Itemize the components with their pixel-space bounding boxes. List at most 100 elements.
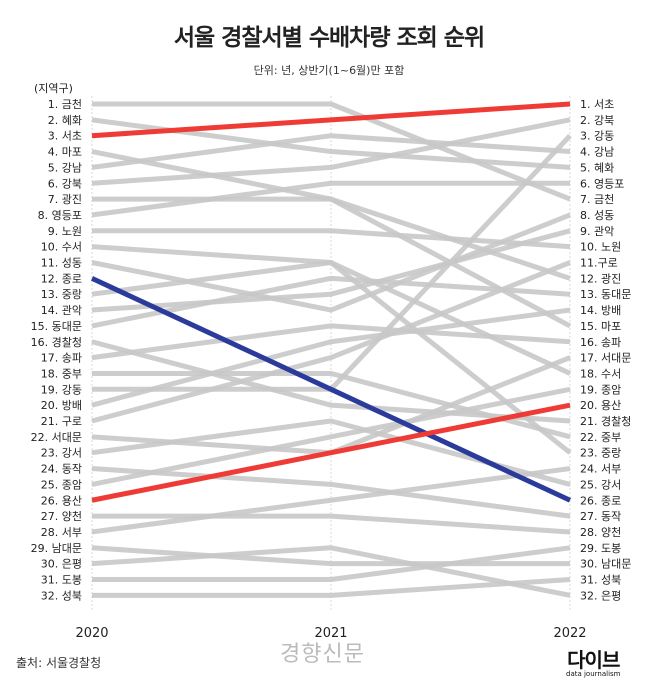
series-line-송파: [91, 323, 571, 361]
right-label: 28. 양천: [580, 525, 621, 539]
right-label: 32. 은평: [580, 589, 621, 602]
right-label: 8. 성동: [580, 209, 614, 222]
right-label: 9. 관악: [580, 225, 614, 238]
series-line-강남: [91, 133, 571, 170]
left-label: 8. 영등포: [38, 209, 82, 222]
left-label: 15. 동대문: [31, 320, 82, 333]
year-label-2022: 2022: [553, 626, 586, 641]
left-label: 11. 성동: [41, 257, 82, 270]
series-line-영등포: [91, 180, 570, 218]
right-label: 6. 영등포: [580, 177, 624, 190]
left-label: 30. 은평: [41, 558, 82, 571]
left-label: 7. 광진: [48, 193, 82, 206]
left-label: 26. 용산: [41, 494, 82, 507]
right-label: 22. 중부: [580, 431, 621, 444]
right-label: 20. 용산: [580, 399, 621, 412]
left-label: 4. 마포: [48, 146, 82, 159]
right-label: 27. 동작: [580, 510, 621, 523]
left-rank-labels: 1. 금천 2. 혜화 3. 서초 4. 마포 5. 강남 6. 강북 7. 광진 8. 영등…: [31, 97, 82, 602]
left-label: 24. 동작: [41, 463, 82, 476]
left-label: 12. 종로: [41, 272, 82, 285]
left-label: 2. 혜화: [48, 114, 82, 127]
left-label: 14. 관악: [41, 304, 82, 317]
left-label: 25. 종암: [41, 478, 82, 491]
right-label: 30. 남대문: [580, 558, 631, 571]
left-label: 6. 강북: [48, 177, 82, 190]
year-label-2021: 2021: [314, 626, 347, 641]
right-label: 24. 서부: [580, 463, 621, 476]
series-line-동대문: [91, 275, 571, 329]
series-line-도봉: [92, 545, 571, 582]
right-label: 10. 노원: [580, 241, 621, 254]
series-line-은평: [91, 545, 571, 598]
left-label: 5. 강남: [48, 161, 82, 174]
series-line-남대문: [91, 545, 570, 567]
left-label: 21. 구로: [41, 415, 82, 428]
series-line-성북: [92, 577, 571, 598]
left-label: 18. 중부: [41, 367, 82, 380]
left-label: 32. 성북: [41, 589, 82, 602]
series-line-서초: [91, 101, 571, 139]
left-label: 22. 서대문: [31, 431, 82, 444]
series-line-서부: [91, 466, 571, 535]
left-label: 31. 도봉: [41, 574, 82, 587]
series-line-강북: [91, 117, 571, 186]
series-line-노원: [92, 228, 571, 250]
right-label: 17. 서대문: [580, 352, 631, 365]
left-label: 13. 중랑: [41, 288, 82, 301]
right-label: 13. 동대문: [580, 288, 631, 301]
series-line-중부: [92, 370, 571, 440]
series-line-금천: [92, 101, 571, 202]
right-label: 18. 수서: [580, 367, 621, 380]
right-label: 3. 강동: [580, 130, 614, 143]
right-label: 4. 강남: [580, 146, 614, 159]
logo-main: 다이브: [567, 648, 620, 672]
logo-sub: data journalism: [566, 670, 621, 678]
series-line-관악: [91, 228, 571, 313]
right-label: 15. 마포: [580, 320, 621, 333]
left-label: 9. 노원: [48, 225, 82, 238]
source-text: 출처: 서울경찰청: [16, 656, 102, 670]
watermark-text: 경향신문: [280, 642, 365, 667]
series-line-종로: [90, 276, 572, 503]
left-label: 27. 양천: [41, 509, 82, 523]
column-header: (지역구): [34, 82, 73, 95]
series-line-용산: [91, 402, 571, 503]
right-label: 19. 종암: [580, 383, 621, 396]
left-label: 16. 경찰청: [31, 336, 82, 349]
right-label: 29. 도봉: [580, 542, 621, 555]
left-label: 29. 남대문: [31, 542, 82, 555]
left-label: 17. 송파: [41, 352, 82, 365]
dive-logo: 다이브 data journalism: [566, 650, 621, 678]
right-label: 31. 성북: [580, 574, 621, 587]
series-line-구로: [91, 260, 571, 424]
right-label: 14. 방배: [580, 304, 621, 317]
year-axis-labels: 2020 2021 2022: [75, 626, 586, 641]
year-gridlines: [91, 96, 571, 612]
left-label: 10. 수서: [41, 241, 82, 254]
right-label: 12. 광진: [580, 272, 621, 285]
right-label: 26. 종로: [580, 494, 621, 507]
right-label: 23. 중랑: [580, 447, 621, 460]
right-label: 2. 강북: [580, 114, 614, 127]
left-label: 28. 서부: [41, 526, 82, 539]
right-rank-labels: 1. 서초 2. 강북 3. 강동 4. 강남 5. 혜화 6. 영등포 7. 금천 8. 성…: [580, 98, 631, 602]
left-label: 23. 강서: [41, 447, 82, 460]
chart-subtitle: 단위: 년, 상반기(1~6월)만 포함: [253, 64, 405, 77]
left-label: 1. 금천: [48, 97, 82, 111]
left-label: 20. 방배: [41, 399, 82, 412]
series-line-성동: [91, 212, 571, 313]
right-label: 21. 경찰청: [580, 415, 631, 428]
year-label-2020: 2020: [75, 626, 108, 641]
right-label: 7. 금천: [580, 192, 614, 206]
series-line-동작: [91, 466, 571, 519]
left-label: 19. 강동: [41, 383, 82, 396]
series-line-방배: [91, 307, 571, 408]
chart-title: 서울 경찰서별 수배차량 조회 순위: [173, 25, 485, 51]
series-line-양천: [92, 513, 571, 535]
highlight-series-lines: [90, 101, 572, 503]
right-label: 1. 서초: [580, 98, 614, 111]
right-label: 25. 강서: [580, 478, 621, 491]
right-label: 5. 혜화: [580, 161, 614, 174]
